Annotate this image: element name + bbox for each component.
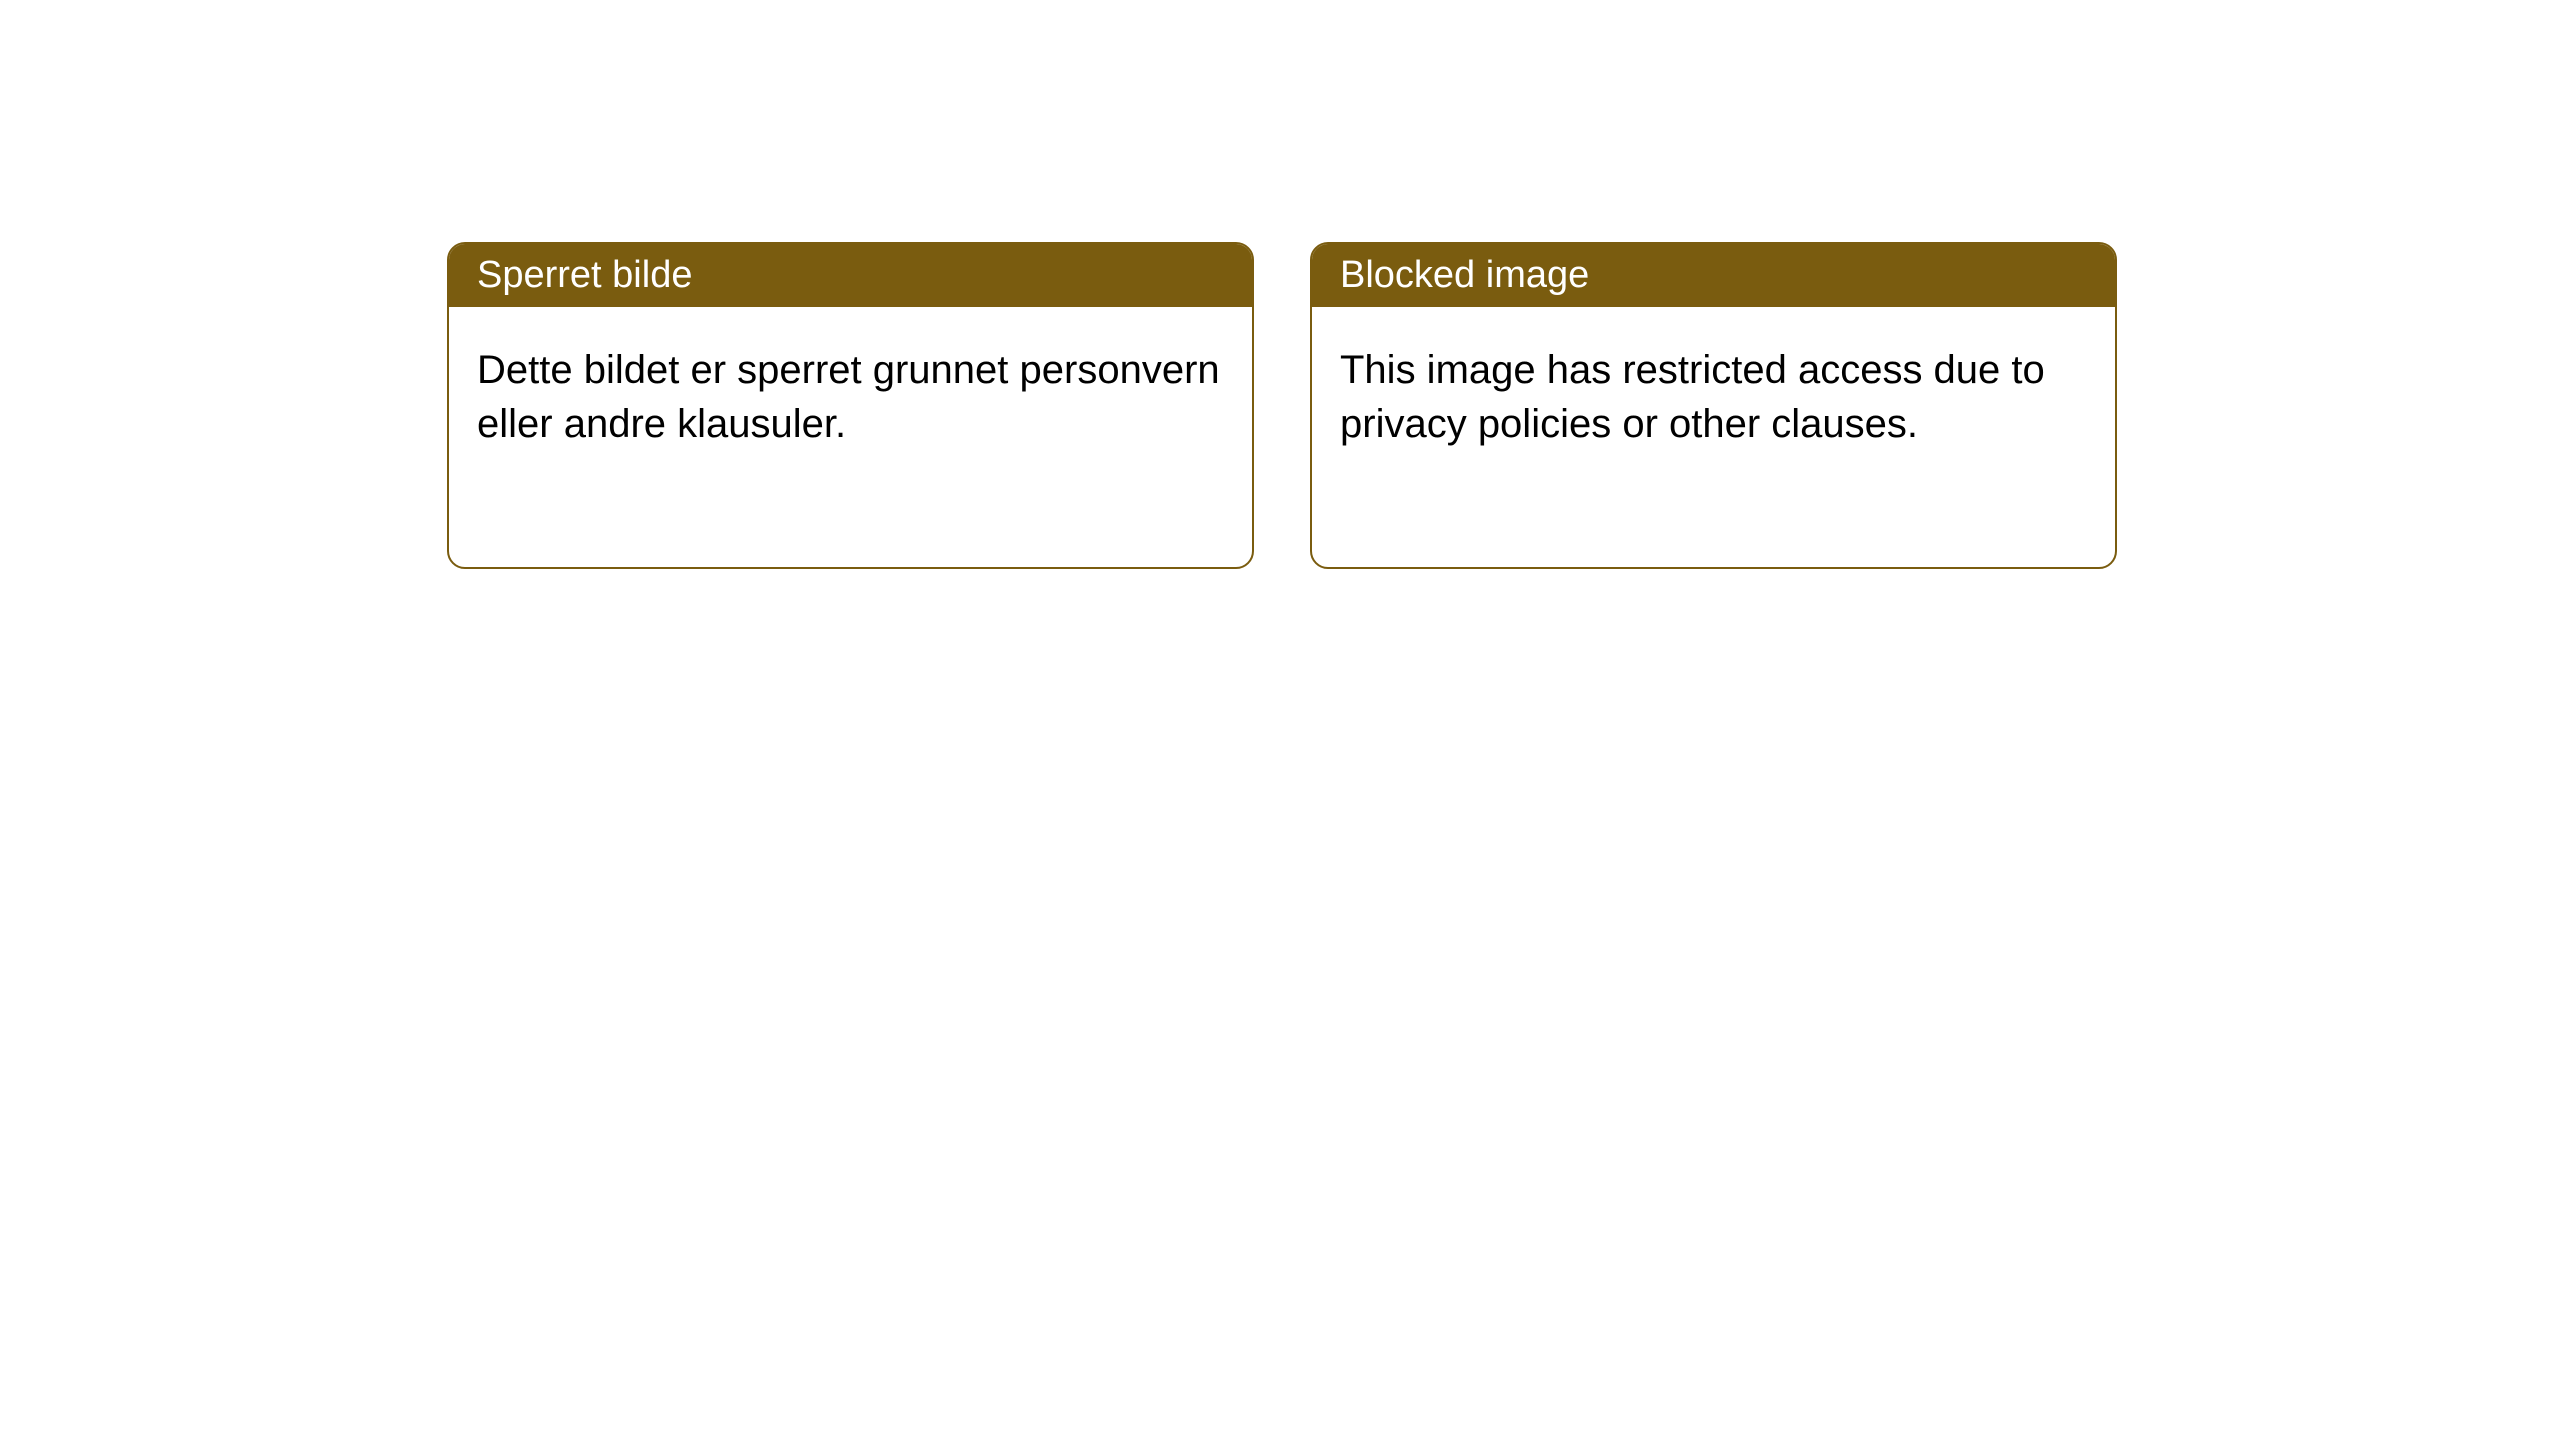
card-body-text: This image has restricted access due to … xyxy=(1340,348,2045,446)
notice-card-norwegian: Sperret bilde Dette bildet er sperret gr… xyxy=(447,242,1254,569)
card-body: This image has restricted access due to … xyxy=(1312,307,2115,567)
notice-card-english: Blocked image This image has restricted … xyxy=(1310,242,2117,569)
card-header: Blocked image xyxy=(1312,244,2115,307)
card-header: Sperret bilde xyxy=(449,244,1252,307)
card-title: Blocked image xyxy=(1340,254,1589,296)
card-title: Sperret bilde xyxy=(477,254,692,296)
notice-container: Sperret bilde Dette bildet er sperret gr… xyxy=(0,0,2560,569)
card-body: Dette bildet er sperret grunnet personve… xyxy=(449,307,1252,567)
card-body-text: Dette bildet er sperret grunnet personve… xyxy=(477,348,1220,446)
